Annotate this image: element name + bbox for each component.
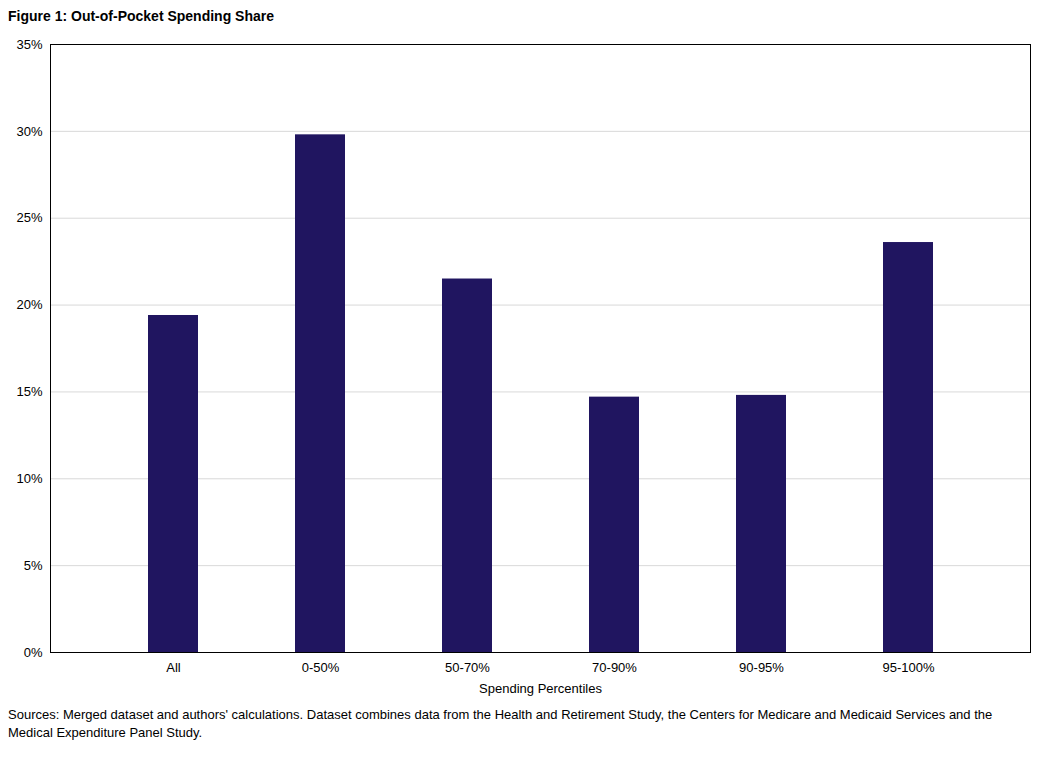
svg-text:90-95%: 90-95% [739,660,784,675]
svg-text:35%: 35% [16,37,42,52]
svg-text:30%: 30% [16,124,42,139]
svg-text:15%: 15% [16,384,42,399]
svg-text:70-90%: 70-90% [592,660,637,675]
svg-text:0%: 0% [24,645,43,660]
svg-text:10%: 10% [16,471,42,486]
svg-text:5%: 5% [24,558,43,573]
svg-text:0-50%: 0-50% [302,660,340,675]
svg-text:Spending Percentiles: Spending Percentiles [479,681,602,696]
svg-text:95-100%: 95-100% [882,660,934,675]
svg-text:All: All [166,660,181,675]
html-text:Sources: Merged dataset and au: Sources: Merged dataset and authors' cal… [8,707,993,741]
svg-text:50-70%: 50-70% [445,660,490,675]
html-text:Figure 1: Out-of-Pocket Spendi: Figure 1: Out-of-Pocket Spending Share [8,8,274,24]
svg-text:20%: 20% [16,297,42,312]
svg-text:25%: 25% [16,210,42,225]
